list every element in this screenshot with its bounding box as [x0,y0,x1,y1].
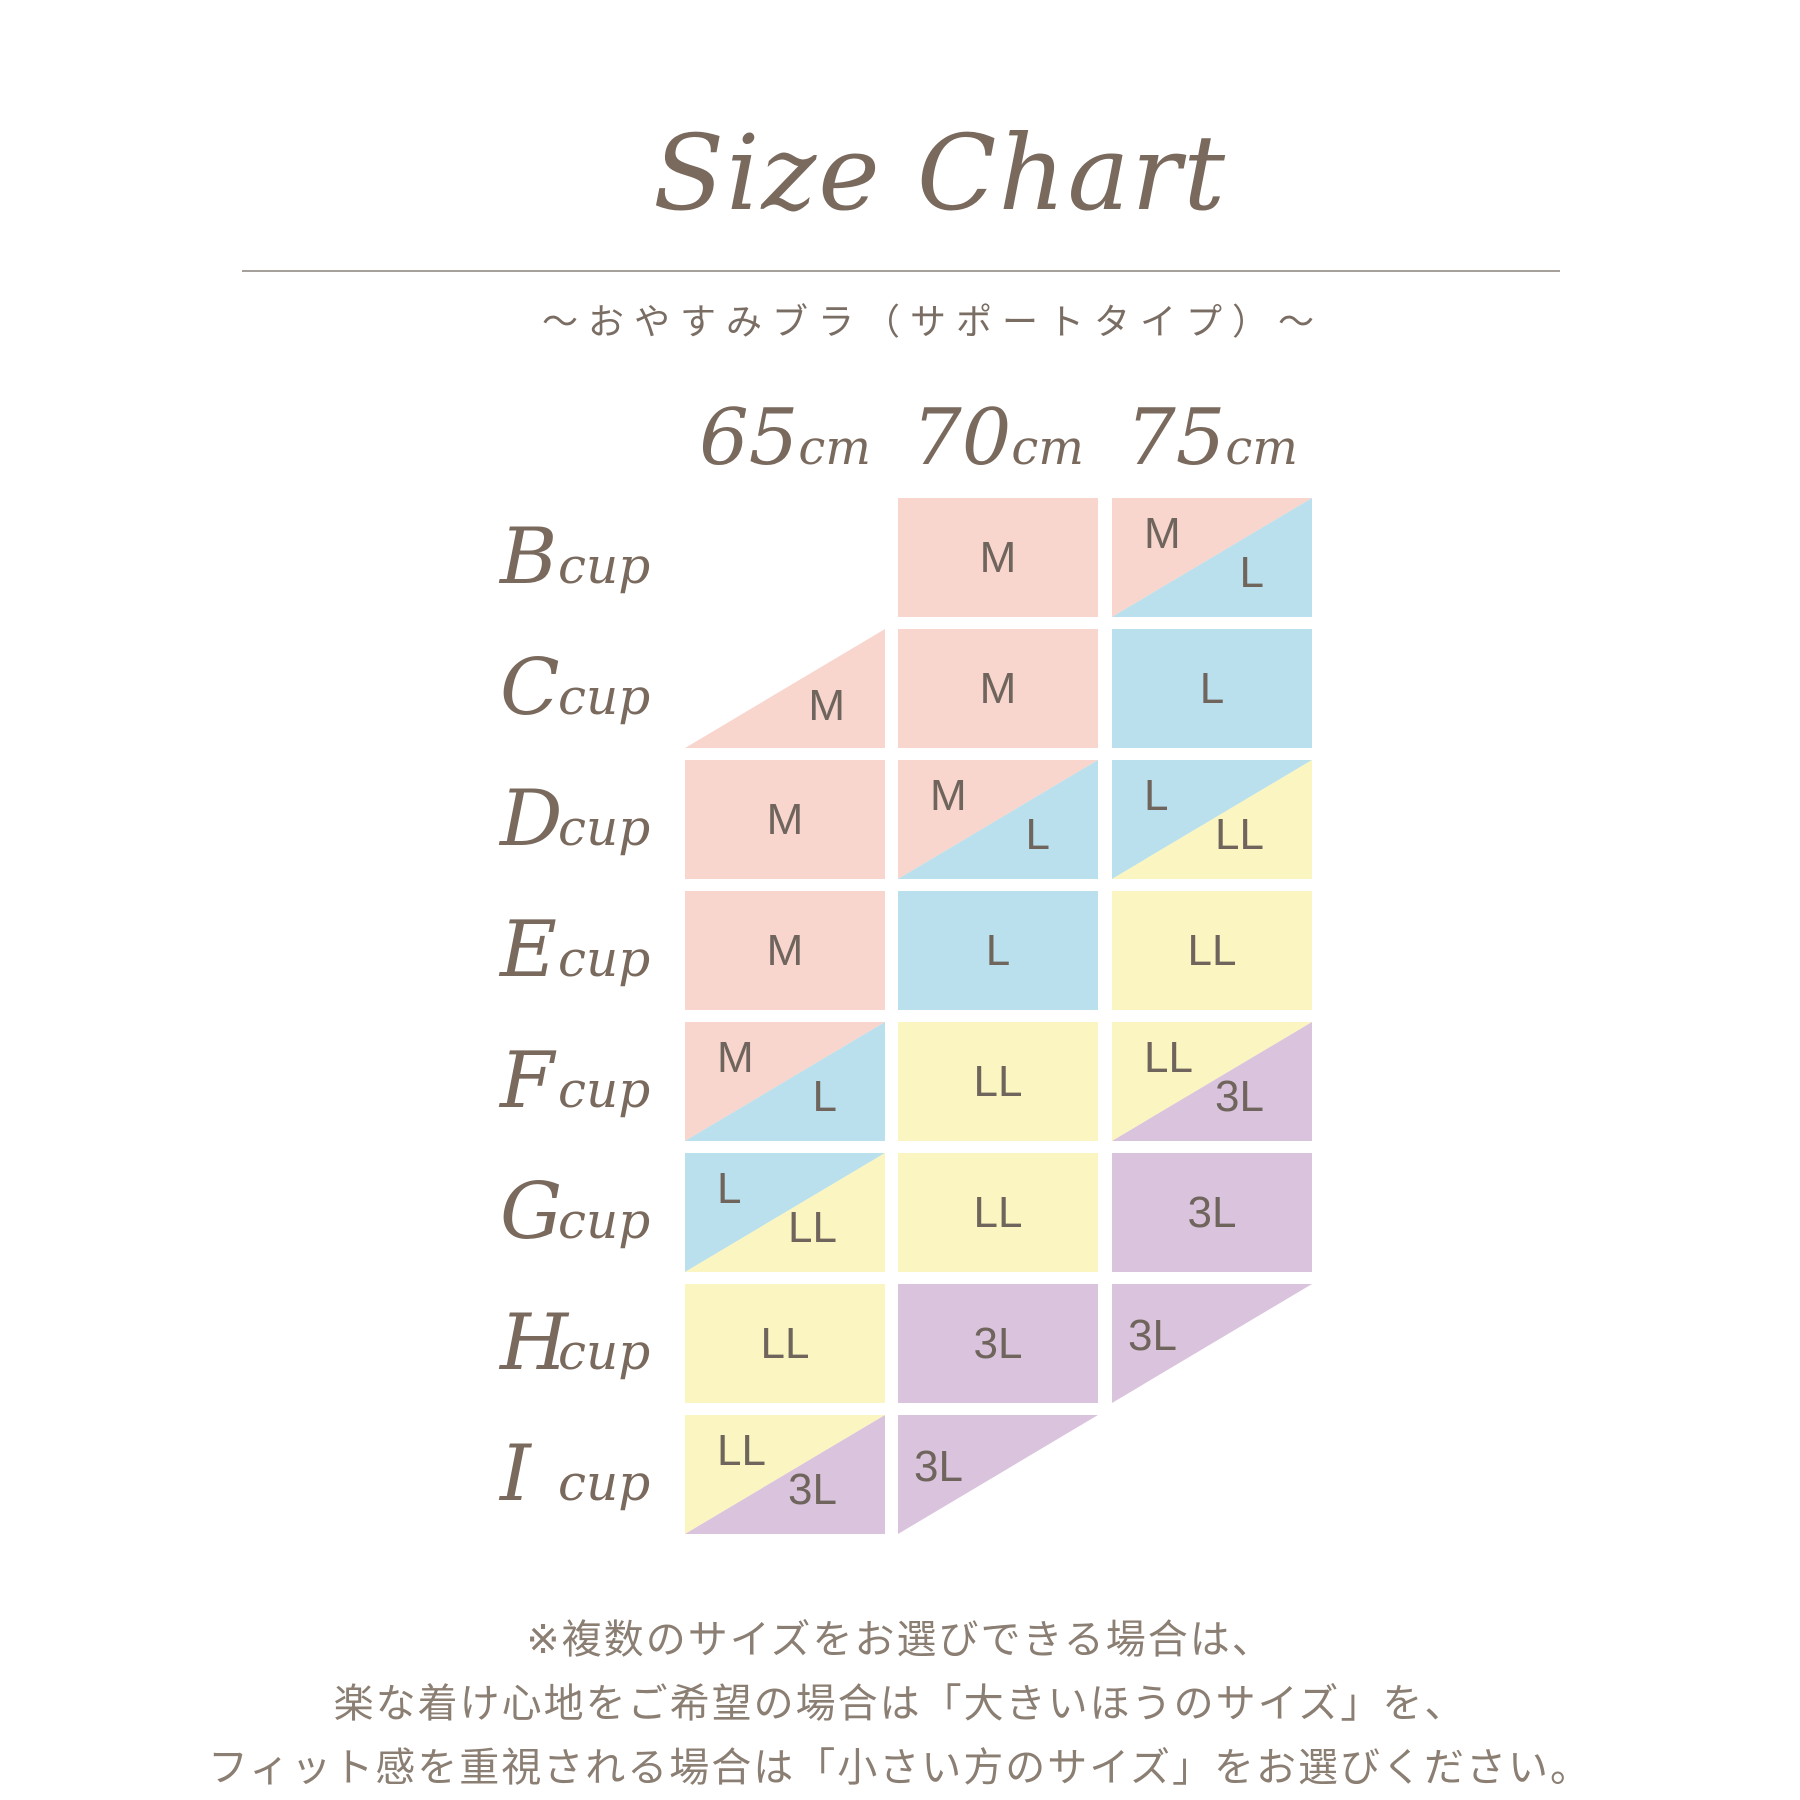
row-label-D: Dcup [500,760,650,879]
band-size-value: 70 [912,393,1012,483]
size-value-L: L [717,1164,742,1213]
size-value-M: M [808,681,845,730]
row-label-H: Hcup [500,1284,650,1403]
footer-line-3: フィット感を重視される場合は「小さい方のサイズ」をお選びください。 [208,1745,1592,1791]
cup-letter: G [500,1167,563,1257]
cell-I-65: LL 3L [685,1415,885,1534]
size-value-LL: LL [717,1426,766,1475]
row-label-B: Bcup [500,498,650,617]
row-label-G: Gcup [500,1153,650,1272]
cup-letter: F [500,1036,555,1126]
cup-letter: D [500,774,563,864]
cup-word: cup [558,668,651,726]
band-size-unit: cm [798,420,871,476]
cup-letter: E [500,905,557,995]
size-value-LL: LL [973,1187,1023,1237]
size-value-L: L [1025,810,1050,859]
cell-E-75: LL [1112,891,1312,1010]
size-value-M: M [930,771,967,820]
cell-G-65: L LL [685,1153,885,1272]
size-value-LL: LL [1215,810,1264,859]
cup-letter: B [500,512,558,602]
cup-word: cup [558,1192,651,1250]
size-value-LL: LL [1187,925,1237,975]
cell-C-70: M [898,629,1098,748]
half-triangle-M [685,629,885,748]
column-header-65cm: 65cm [699,393,871,483]
cup-letter: I [500,1429,531,1519]
size-value-LL: LL [1144,1033,1193,1082]
cup-word: cup [558,1454,651,1512]
cup-word: cup [558,799,651,857]
size-value-3L: 3L [914,1442,963,1491]
size-value-LL: LL [973,1056,1023,1106]
cell-G-70: LL [898,1153,1098,1272]
cell-G-75: 3L [1112,1153,1312,1272]
cell-H-75: 3L [1112,1284,1312,1403]
cell-F-70: LL [898,1022,1098,1141]
cell-H-70: 3L [898,1284,1098,1403]
band-size-value: 75 [1126,393,1226,483]
cell-I-70: 3L [898,1415,1098,1534]
cell-B-70: M [898,498,1098,617]
cell-E-70: L [898,891,1098,1010]
cup-letter: H [500,1298,569,1388]
size-value-L: L [812,1072,837,1121]
size-value-3L: 3L [1187,1187,1237,1237]
cup-word: cup [558,930,651,988]
size-value-M: M [766,925,804,975]
cell-D-65: M [685,760,885,879]
cell-F-75: LL 3L [1112,1022,1312,1141]
footer-line-1: ※複数のサイズをお選びできる場合は、 [526,1617,1274,1663]
row-label-E: Ecup [500,891,650,1010]
title-divider [242,270,1560,272]
size-value-3L: 3L [1215,1072,1264,1121]
column-header-70cm: 70cm [912,393,1084,483]
size-value-M: M [766,794,804,844]
size-value-3L: 3L [1128,1311,1177,1360]
size-value-L: L [1239,548,1264,597]
cell-C-75: L [1112,629,1312,748]
cup-letter: C [500,643,560,733]
size-value-M: M [979,663,1017,713]
subtitle-product-type: ～おやすみブラ（サポートタイプ）～ [541,302,1325,343]
size-value-M: M [979,532,1017,582]
cup-word: cup [558,1323,651,1381]
cell-C-65: M [685,629,885,748]
size-value-M: M [1144,509,1181,558]
row-label-C: Ccup [500,629,650,748]
size-value-LL: LL [788,1203,837,1252]
size-value-L: L [1199,663,1225,713]
band-size-value: 65 [699,393,799,483]
size-chart-title: Size Chart [653,112,1227,234]
footer-note: ※複数のサイズをお選びできる場合は、 楽な着け心地をご希望の場合は「大きいほうの… [0,1608,1800,1800]
cell-E-65: M [685,891,885,1010]
column-header-75cm: 75cm [1126,393,1298,483]
band-size-unit: cm [1011,420,1084,476]
band-size-unit: cm [1225,420,1298,476]
size-value-3L: 3L [973,1318,1023,1368]
size-value-M: M [717,1033,754,1082]
cup-word: cup [558,537,651,595]
cup-word: cup [558,1061,651,1119]
size-value-3L: 3L [788,1465,837,1514]
size-value-L: L [1144,771,1169,820]
size-value-LL: LL [760,1318,810,1368]
row-label-F: Fcup [500,1022,650,1141]
footer-line-2: 楽な着け心地をご希望の場合は「大きいほうのサイズ」を、 [333,1681,1467,1727]
cell-D-75: L LL [1112,760,1312,879]
size-value-L: L [985,925,1011,975]
cell-H-65: LL [685,1284,885,1403]
